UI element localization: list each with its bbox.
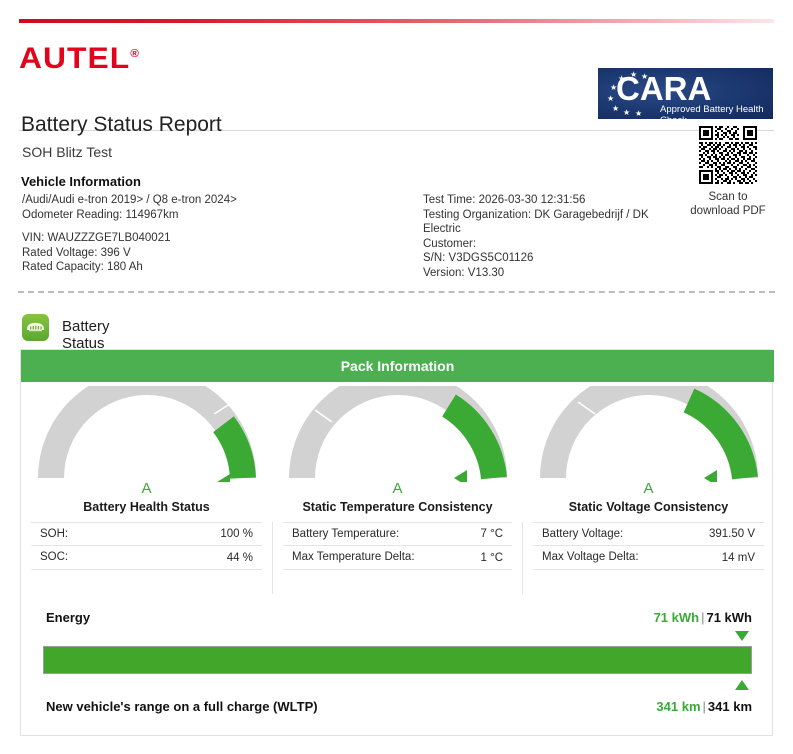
stat-key: Max Voltage Delta: bbox=[542, 551, 639, 563]
gauge-arc-icon bbox=[37, 386, 256, 482]
gauge-label: Static Temperature Consistency bbox=[302, 500, 493, 514]
energy-rated-value: 71 kWh bbox=[706, 610, 752, 625]
rated-capacity: Rated Capacity: 180 Ah bbox=[22, 261, 143, 273]
table-row: Max Voltage Delta: 14 mV bbox=[533, 546, 764, 570]
energy-section: Energy 71 kWh | 71 kWh New vehicle's range… bbox=[21, 602, 774, 737]
stat-value: 7 °C bbox=[480, 528, 504, 540]
stats-column-temperature: Battery Temperature: 7 °C Max Temperatur… bbox=[272, 522, 523, 594]
car-glyph-icon bbox=[27, 322, 44, 332]
table-row: SOH: 100 % bbox=[31, 522, 262, 546]
stat-key: SOH: bbox=[40, 527, 69, 540]
vin: VIN: WAUZZZGE7LB040021 bbox=[22, 232, 171, 244]
stat-value: 1 °C bbox=[480, 551, 504, 564]
stat-value: 391.50 V bbox=[708, 528, 755, 540]
wltp-values: 341 km | 341 km bbox=[656, 699, 752, 714]
energy-current-value: 71 kWh bbox=[653, 610, 700, 625]
section-divider bbox=[18, 291, 775, 293]
table-row: Battery Voltage: 391.50 V bbox=[533, 522, 764, 546]
cara-badge: ★ ★ ★ ★ ★ ★ ★ ★ CARA Approved Battery He… bbox=[598, 68, 773, 119]
stat-key: Battery Temperature: bbox=[292, 527, 400, 540]
cara-title: CARA bbox=[616, 70, 712, 107]
qr-code-icon bbox=[699, 126, 757, 184]
autel-logo: AUTEL® bbox=[19, 42, 140, 76]
table-row: SOC: 44 % bbox=[31, 546, 262, 570]
vehicle-information-heading: Vehicle Information bbox=[21, 174, 141, 189]
odometer-reading: Odometer Reading: 114967km bbox=[22, 208, 179, 221]
pack-information-header: Pack Information bbox=[21, 350, 774, 382]
stats-column-health: SOH: 100 % SOC: 44 % bbox=[21, 522, 272, 594]
pack-information-card: Pack Information A Battery Health Status bbox=[20, 349, 774, 737]
eu-stars-icon: ★ ★ ★ ★ ★ ★ ★ ★ bbox=[607, 70, 649, 118]
gauge-grade: A bbox=[392, 480, 403, 497]
battery-status-title: Battery Status bbox=[62, 318, 110, 352]
top-accent-rule bbox=[19, 19, 774, 23]
energy-label: Energy bbox=[46, 610, 91, 625]
energy-value-separator: | bbox=[701, 610, 705, 625]
vehicle-information-right-column: Test Time: 2026-03-30 12:31:56 Testing O… bbox=[423, 193, 653, 280]
rated-voltage: Rated Voltage: 396 V bbox=[22, 246, 131, 259]
gauge-arc-icon bbox=[288, 386, 507, 482]
gauge-label: Battery Health Status bbox=[83, 500, 210, 514]
wltp-value-separator: | bbox=[702, 699, 706, 714]
gauge-grade: A bbox=[643, 480, 654, 497]
qr-section: Scan to download PDF bbox=[686, 126, 770, 218]
gauge-label: Static Voltage Consistency bbox=[568, 500, 729, 514]
version: Version: V13.30 bbox=[423, 266, 505, 279]
stat-value: 100 % bbox=[220, 528, 253, 540]
vehicle-model: /Audi/Audi e-tron 2019> / Q8 e-tron 2024… bbox=[22, 194, 237, 206]
energy-marker-down-icon bbox=[735, 631, 749, 641]
wltp-current-value: 341 km bbox=[656, 699, 701, 714]
gauges-row: A Battery Health Status A Static Tempera… bbox=[21, 382, 774, 519]
stat-key: Max Temperature Delta: bbox=[292, 551, 415, 563]
gauge-static-temperature-consistency: A Static Temperature Consistency bbox=[272, 382, 523, 519]
testing-organization: Testing Organization: DK Garagebedrijf /… bbox=[423, 208, 649, 236]
energy-values: 71 kWh | 71 kWh bbox=[654, 610, 752, 625]
serial-number: S/N: V3DGS5C01126 bbox=[423, 252, 534, 264]
car-icon bbox=[22, 314, 49, 341]
gauge-battery-health-status: A Battery Health Status bbox=[21, 382, 272, 519]
wltp-label: New vehicle's range on a full charge (WL… bbox=[46, 699, 318, 714]
gauge-static-voltage-consistency: A Static Voltage Consistency bbox=[523, 382, 774, 519]
report-subtitle: SOH Blitz Test bbox=[22, 144, 112, 160]
stats-row: SOH: 100 % SOC: 44 % Battery Temperature… bbox=[21, 522, 774, 594]
page-title: Battery Status Report bbox=[21, 113, 222, 136]
energy-progress-bar bbox=[43, 646, 752, 674]
stat-value: 14 mV bbox=[721, 551, 755, 564]
autel-logo-text: AUTEL bbox=[19, 42, 131, 75]
energy-progress-fill bbox=[44, 647, 751, 673]
pack-information-label: Pack Information bbox=[340, 358, 455, 374]
stats-column-voltage: Battery Voltage: 391.50 V Max Voltage De… bbox=[523, 522, 774, 594]
gauge-grade: A bbox=[141, 480, 152, 497]
gauge-arc-icon bbox=[539, 386, 758, 482]
vehicle-information-left-column: /Audi/Audi e-tron 2019> / Q8 e-tron 2024… bbox=[22, 193, 412, 275]
range-marker-up-icon bbox=[735, 680, 749, 690]
table-row: Battery Temperature: 7 °C bbox=[283, 522, 512, 546]
cara-subtitle: Approved Battery Health Check bbox=[660, 104, 764, 119]
test-time: Test Time: 2026-03-30 12:31:56 bbox=[423, 194, 586, 206]
qr-caption: Scan to download PDF bbox=[690, 191, 766, 217]
registered-mark-icon: ® bbox=[130, 48, 140, 60]
report-header: AUTEL® ★ ★ ★ ★ ★ ★ ★ ★ CARA Approved Bat… bbox=[0, 30, 793, 131]
stat-value: 44 % bbox=[226, 551, 253, 564]
stat-key: Battery Voltage: bbox=[542, 527, 624, 540]
stat-key: SOC: bbox=[40, 551, 69, 563]
table-row: Max Temperature Delta: 1 °C bbox=[283, 546, 512, 570]
wltp-rated-value: 341 km bbox=[707, 699, 752, 714]
header-divider bbox=[19, 130, 774, 131]
customer: Customer: bbox=[423, 237, 477, 250]
